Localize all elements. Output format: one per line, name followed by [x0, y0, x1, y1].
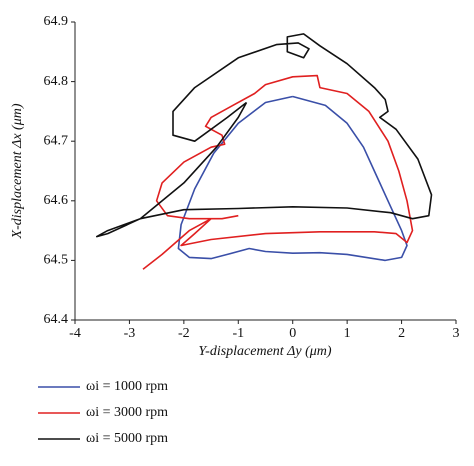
- x-tick-label: -4: [69, 326, 81, 341]
- x-tick-label: 1: [344, 326, 351, 341]
- x-tick-label: 3: [453, 326, 460, 341]
- y-tick-label: 64.7: [44, 133, 69, 148]
- y-tick-label: 64.8: [44, 74, 69, 89]
- y-tick-label: 64.6: [44, 193, 69, 208]
- y-tick-label: 64.4: [44, 312, 69, 327]
- series-line: [142, 74, 414, 270]
- y-axis-label: X-displacement Δx (μm): [10, 103, 25, 239]
- legend-label: ωi = 5000 rpm: [86, 431, 168, 446]
- x-axis-label: Y-displacement Δy (μm): [198, 344, 332, 359]
- x-tick-label: -3: [124, 326, 136, 341]
- series-line: [177, 95, 408, 262]
- legend-label: ωi = 3000 rpm: [86, 405, 168, 420]
- legend-label: ωi = 1000 rpm: [86, 379, 168, 394]
- y-tick-label: 64.5: [44, 253, 69, 268]
- y-tick-label: 64.9: [44, 14, 69, 29]
- x-tick-label: -2: [178, 326, 190, 341]
- x-tick-label: 0: [289, 326, 296, 341]
- x-tick-label: 2: [398, 326, 405, 341]
- series-line: [96, 33, 433, 238]
- x-tick-label: -1: [232, 326, 244, 341]
